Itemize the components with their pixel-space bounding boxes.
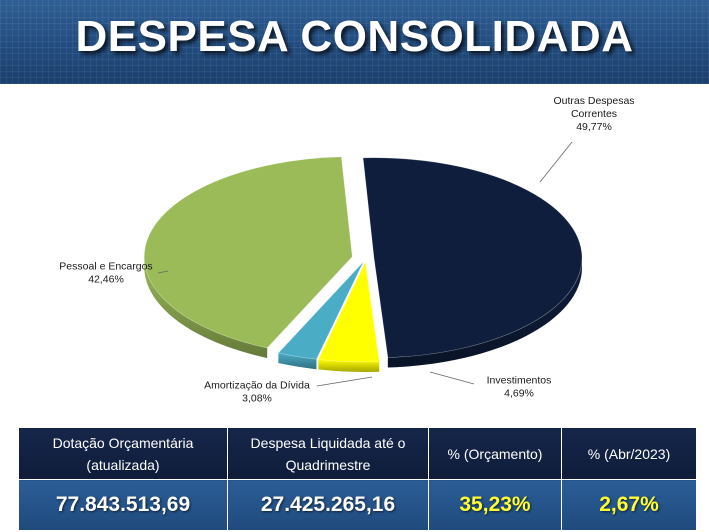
header-despesa-line-2: Quadrimestre xyxy=(285,456,371,473)
pie-slice-amortizacao xyxy=(277,261,364,360)
pie-side-shade-amortizacao xyxy=(278,353,317,370)
summary-table: Dotação Orçamentária (atualizada) Despes… xyxy=(18,427,697,531)
leader-line-pessoal xyxy=(157,270,169,274)
header-dotacao: Dotação Orçamentária (atualizada) xyxy=(18,427,228,480)
header-dotacao-line-1: Dotação Orçamentária xyxy=(52,434,194,451)
page-title: DESPESA CONSOLIDADA xyxy=(75,12,634,61)
value-percent-orcamento: 35,23% xyxy=(428,479,562,531)
header-despesa-line-1: Despesa Liquidada até o xyxy=(250,434,406,451)
slice-value-investimentos: 4,69% xyxy=(504,388,534,400)
table-header-row: Dotação Orçamentária (atualizada) Despes… xyxy=(18,427,697,480)
header-despesa-liquidada: Despesa Liquidada até o Quadrimestre xyxy=(227,427,429,480)
slice-value-pessoal: 42,46% xyxy=(88,274,124,286)
header-percent-orcamento-label: % (Orçamento) xyxy=(447,445,543,462)
pie-slice-pessoal xyxy=(143,156,353,349)
slice-label-investimentos: Investimentos xyxy=(487,375,552,387)
slice-label-outras-despesas: Outras Despesas xyxy=(553,95,634,107)
header-dotacao-line-2: (atualizada) xyxy=(86,456,160,473)
pie-side-shade-pessoal xyxy=(144,256,268,358)
pie-slice-investimentos xyxy=(317,260,380,363)
slice-label-pessoal: Pessoal e Encargos xyxy=(59,261,152,273)
leader-line-amortizacao xyxy=(316,376,373,387)
leader-line-outras-despesas xyxy=(539,141,573,183)
slice-value-amortizacao: 3,08% xyxy=(242,393,272,405)
slice-value-outras-despesas: 49,77% xyxy=(576,121,612,133)
slice-label-amortizacao: Amortização da Dívida xyxy=(204,380,310,392)
value-despesa-liquidada: 27.425.265,16 xyxy=(227,479,429,531)
table-value-row: 77.843.513,69 27.425.265,16 35,23% 2,67% xyxy=(18,479,697,531)
pie-side-shade-outras-despesas xyxy=(387,257,582,368)
title-banner: DESPESA CONSOLIDADA xyxy=(0,0,709,84)
slice-label-outras-despesas: Correntes xyxy=(571,108,617,120)
value-dotacao: 77.843.513,69 xyxy=(18,479,228,531)
leader-line-investimentos xyxy=(429,371,475,385)
pie-slice-outras-despesas xyxy=(362,157,583,358)
header-percent-abr: % (Abr/2023) xyxy=(561,427,697,480)
pie-side-shade-investimentos xyxy=(318,359,380,372)
header-percent-orcamento: % (Orçamento) xyxy=(428,427,562,480)
header-percent-abr-label: % (Abr/2023) xyxy=(587,445,671,462)
value-percent-abr: 2,67% xyxy=(561,479,697,531)
